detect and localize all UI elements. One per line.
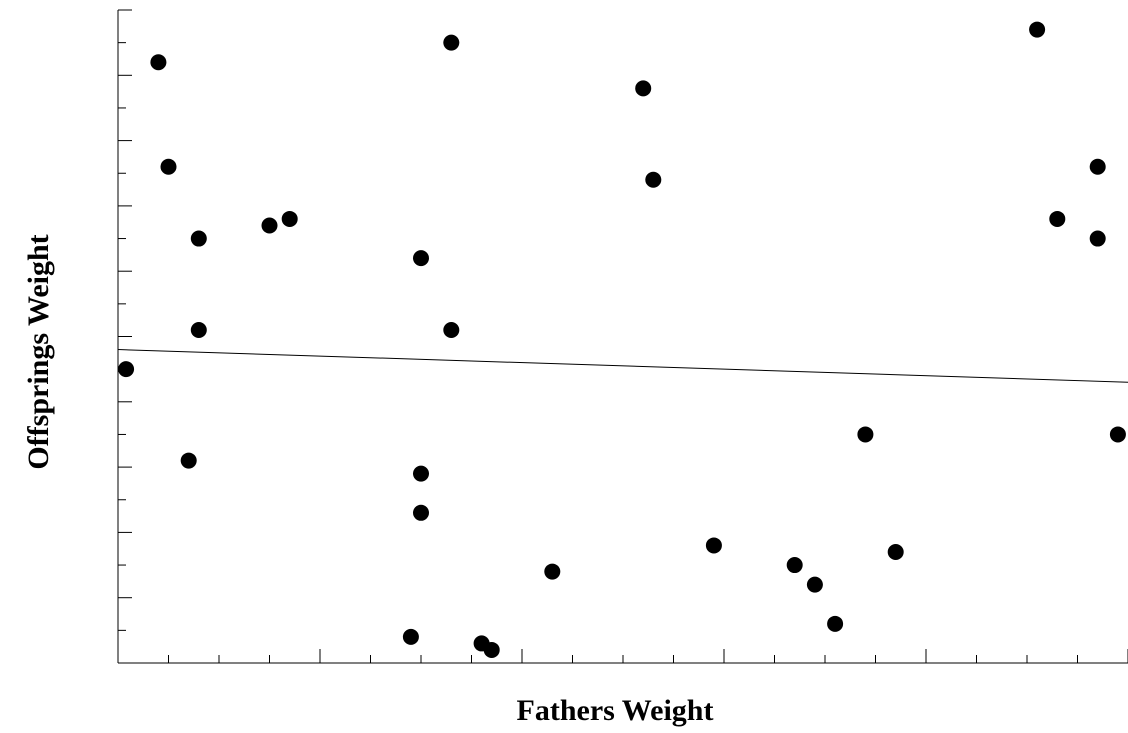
data-point [1029,21,1046,38]
data-point [887,543,904,560]
data-point [160,158,177,175]
data-point [635,80,652,97]
data-point [857,426,874,443]
data-point [1049,210,1066,227]
data-point [150,54,167,71]
trend-line [117,349,1128,383]
data-point [281,210,298,227]
data-point [645,171,662,188]
data-point [180,452,197,469]
data-point [1109,426,1126,443]
data-point [544,563,561,580]
data-point [402,628,419,645]
data-point [190,321,207,338]
data-point [786,557,803,574]
axes [117,9,1128,664]
data-point [413,465,429,482]
data-point [443,321,460,338]
data-point [705,537,722,554]
data-point [190,230,207,247]
x-axis-label: Fathers Weight [517,694,714,727]
data-point [443,34,460,51]
data-point [413,250,429,267]
data-point [1089,158,1106,175]
data-point [1089,230,1106,247]
data-point [413,504,429,521]
data-point [827,615,844,632]
plot-area [117,21,1128,658]
data-point [483,641,500,658]
data-point [806,576,823,593]
data-point [118,361,135,378]
y-axis-label: Offsprings Weight [22,234,55,469]
data-point [261,217,278,234]
